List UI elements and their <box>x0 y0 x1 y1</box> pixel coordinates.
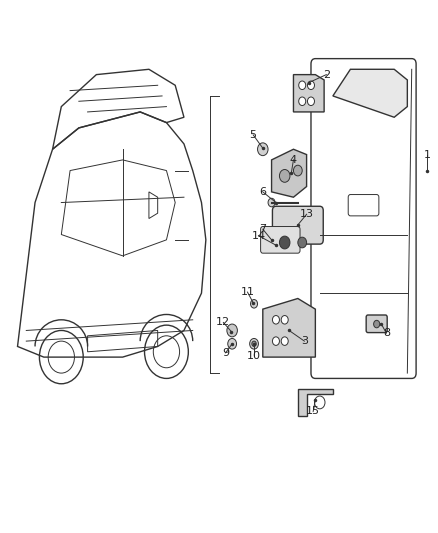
Text: 2: 2 <box>323 70 330 79</box>
Circle shape <box>374 320 380 328</box>
Polygon shape <box>272 149 307 197</box>
Circle shape <box>298 237 307 248</box>
Text: 4: 4 <box>290 155 297 165</box>
Circle shape <box>299 97 306 106</box>
Circle shape <box>281 316 288 324</box>
FancyBboxPatch shape <box>261 227 300 253</box>
Circle shape <box>279 169 290 182</box>
Circle shape <box>272 316 279 324</box>
Text: 6: 6 <box>259 187 266 197</box>
Text: 3: 3 <box>301 336 308 346</box>
Circle shape <box>279 236 290 249</box>
Polygon shape <box>333 69 407 117</box>
Circle shape <box>268 198 275 207</box>
FancyBboxPatch shape <box>366 315 387 333</box>
Text: 12: 12 <box>216 318 230 327</box>
FancyBboxPatch shape <box>272 206 323 244</box>
Text: 9: 9 <box>222 348 229 358</box>
Polygon shape <box>263 298 315 357</box>
Text: 13: 13 <box>300 209 314 219</box>
Circle shape <box>293 165 302 176</box>
Text: 14: 14 <box>251 231 265 240</box>
Circle shape <box>272 337 279 345</box>
Circle shape <box>281 337 288 345</box>
Polygon shape <box>298 389 333 416</box>
Circle shape <box>251 300 258 308</box>
Polygon shape <box>293 75 324 112</box>
Text: 11: 11 <box>240 287 254 297</box>
Circle shape <box>307 81 314 90</box>
Text: 15: 15 <box>306 407 320 416</box>
Circle shape <box>307 97 314 106</box>
Circle shape <box>299 81 306 90</box>
Circle shape <box>314 396 325 409</box>
Circle shape <box>227 324 237 337</box>
Text: 5: 5 <box>250 130 257 140</box>
Circle shape <box>252 341 256 346</box>
Text: 8: 8 <box>383 328 390 338</box>
Circle shape <box>258 143 268 156</box>
Circle shape <box>228 338 237 349</box>
Text: 7: 7 <box>259 224 266 234</box>
Text: 10: 10 <box>247 351 261 360</box>
Circle shape <box>250 338 258 349</box>
Text: 1: 1 <box>424 150 431 159</box>
